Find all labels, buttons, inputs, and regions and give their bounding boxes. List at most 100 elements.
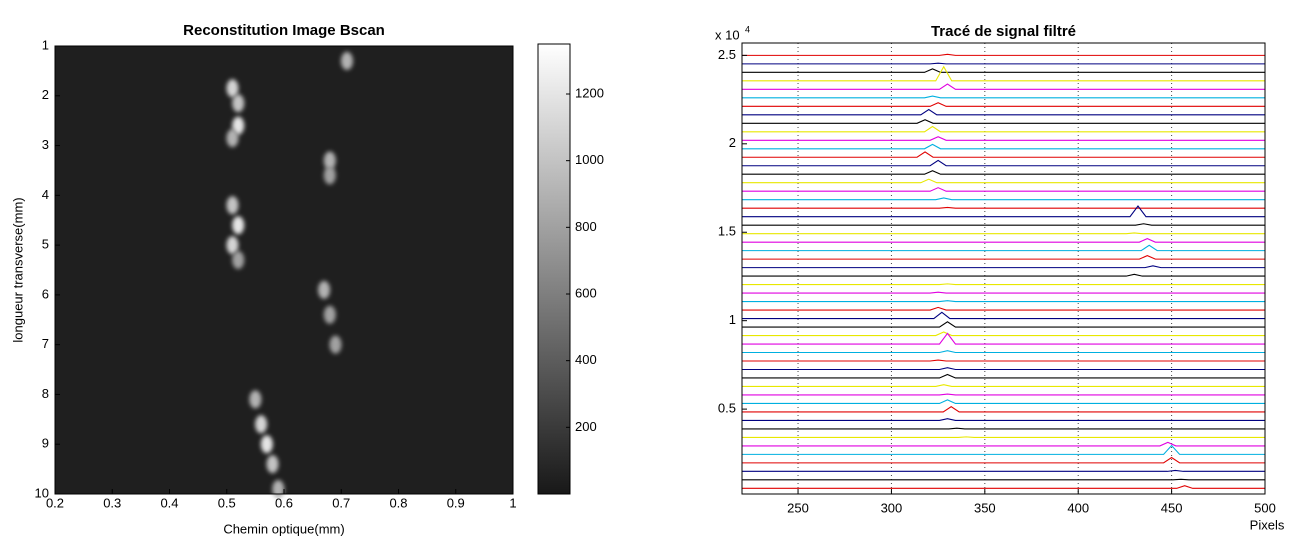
x-tick-label: 450 <box>1161 500 1183 515</box>
x-tick-label: 0.9 <box>447 495 465 510</box>
signal-trace <box>742 102 1265 107</box>
signal-trace <box>742 427 1265 430</box>
x-axis-label: Pixels <box>1250 517 1285 532</box>
y-axis-label: longueur transverse(mm) <box>10 197 25 342</box>
colorbar-tick-label: 200 <box>575 419 597 434</box>
heatmap-spot <box>226 236 239 255</box>
y-tick-label: 6 <box>42 286 49 301</box>
heatmap-spot <box>323 151 336 170</box>
y-tick-label: 10 <box>35 485 49 500</box>
y-tick-label: 5 <box>42 237 49 252</box>
signal-trace <box>742 159 1265 167</box>
heatmap-spot <box>249 390 262 409</box>
x-tick-label: 0.5 <box>218 495 236 510</box>
heatmap-spot <box>226 196 239 215</box>
signal-trace <box>742 265 1265 269</box>
signal-trace <box>742 68 1265 73</box>
signal-trace <box>742 332 1265 345</box>
signal-trace <box>742 436 1265 438</box>
colorbar <box>537 43 571 495</box>
heatmap-spot <box>232 251 245 270</box>
signal-trace <box>742 300 1265 303</box>
signal-trace <box>742 469 1265 472</box>
signal-trace <box>742 418 1265 421</box>
y-tick-label: 2 <box>729 135 736 150</box>
signal-trace <box>742 254 1265 260</box>
signal-trace <box>742 108 1265 116</box>
signal-trace <box>742 62 1265 65</box>
y-tick-label: 1 <box>729 312 736 327</box>
signal-trace <box>742 384 1265 388</box>
heatmap-spot <box>329 335 342 354</box>
y-tick-label: 4 <box>42 187 49 202</box>
heatmap-spot <box>226 79 239 98</box>
signal-trace <box>742 170 1265 175</box>
y-scale-label: x 10 <box>715 27 740 42</box>
y-scale-exponent: 4 <box>745 24 750 34</box>
heatmap-spot <box>323 166 336 185</box>
signal-trace <box>742 125 1265 133</box>
x-tick-label: 0.4 <box>160 495 178 510</box>
signal-trace <box>742 485 1265 489</box>
signal-trace <box>742 143 1265 150</box>
signal-trace <box>742 283 1265 286</box>
signal-trace <box>742 197 1265 201</box>
y-tick-label: 1.5 <box>718 224 736 239</box>
y-tick-label: 9 <box>42 436 49 451</box>
x-tick-label: 250 <box>787 500 809 515</box>
signal-trace <box>742 444 1265 455</box>
colorbar-tick-label: 600 <box>575 285 597 300</box>
x-tick-label: 500 <box>1254 500 1276 515</box>
x-tick-label: 0.7 <box>332 495 350 510</box>
chart-title: Reconstitution Image Bscan <box>183 22 385 39</box>
signal-trace <box>742 205 1265 218</box>
colorbar-tick-label: 800 <box>575 219 597 234</box>
signal-trace <box>742 393 1265 396</box>
signal-trace <box>742 244 1265 252</box>
x-axis-label: Chemin optique(mm) <box>223 521 344 536</box>
signal-trace <box>742 367 1265 371</box>
signal-trace <box>742 178 1265 184</box>
x-tick-label: 0.8 <box>389 495 407 510</box>
signal-trace <box>742 441 1265 447</box>
signal-trace <box>742 119 1265 124</box>
x-tick-label: 400 <box>1067 500 1089 515</box>
signal-trace <box>742 373 1265 379</box>
signal-trace <box>742 65 1265 82</box>
y-tick-label: 2.5 <box>718 47 736 62</box>
signal-trace <box>742 311 1265 320</box>
signal-trace <box>742 273 1265 277</box>
heatmap-spot <box>232 94 245 113</box>
y-tick-label: 2 <box>42 87 49 102</box>
signal-trace <box>742 238 1265 243</box>
heatmap-spot <box>340 51 353 70</box>
x-tick-label: 0.6 <box>275 495 293 510</box>
signal-trace <box>742 232 1265 235</box>
y-tick-label: 7 <box>42 336 49 351</box>
x-tick-label: 1 <box>509 495 516 510</box>
signal-trace <box>742 206 1265 209</box>
signal-trace <box>742 456 1265 464</box>
colorbar-tick-label: 1000 <box>575 152 604 167</box>
heatmap-spot <box>255 415 268 434</box>
colorbar-tick-label: 1200 <box>575 85 604 100</box>
signal-trace <box>742 223 1265 226</box>
signal-trace <box>742 405 1265 413</box>
chart-title: Tracé de signal filtré <box>931 23 1076 40</box>
signal-trace <box>742 359 1265 362</box>
heatmap-spot <box>260 435 273 454</box>
heatmap-spot <box>226 129 239 148</box>
signal-trace <box>742 306 1265 311</box>
signal-trace <box>742 399 1265 404</box>
colorbar-tick-label: 400 <box>575 352 597 367</box>
x-tick-label: 350 <box>974 500 996 515</box>
heatmap-spot <box>232 216 245 235</box>
heatmap-background <box>55 46 513 494</box>
signal-trace <box>742 478 1265 481</box>
plot-frame <box>741 42 1266 495</box>
x-tick-label: 0.2 <box>46 495 64 510</box>
heatmap-spot <box>266 455 279 474</box>
x-tick-label: 0.3 <box>103 495 121 510</box>
y-tick-label: 0.5 <box>718 401 736 416</box>
